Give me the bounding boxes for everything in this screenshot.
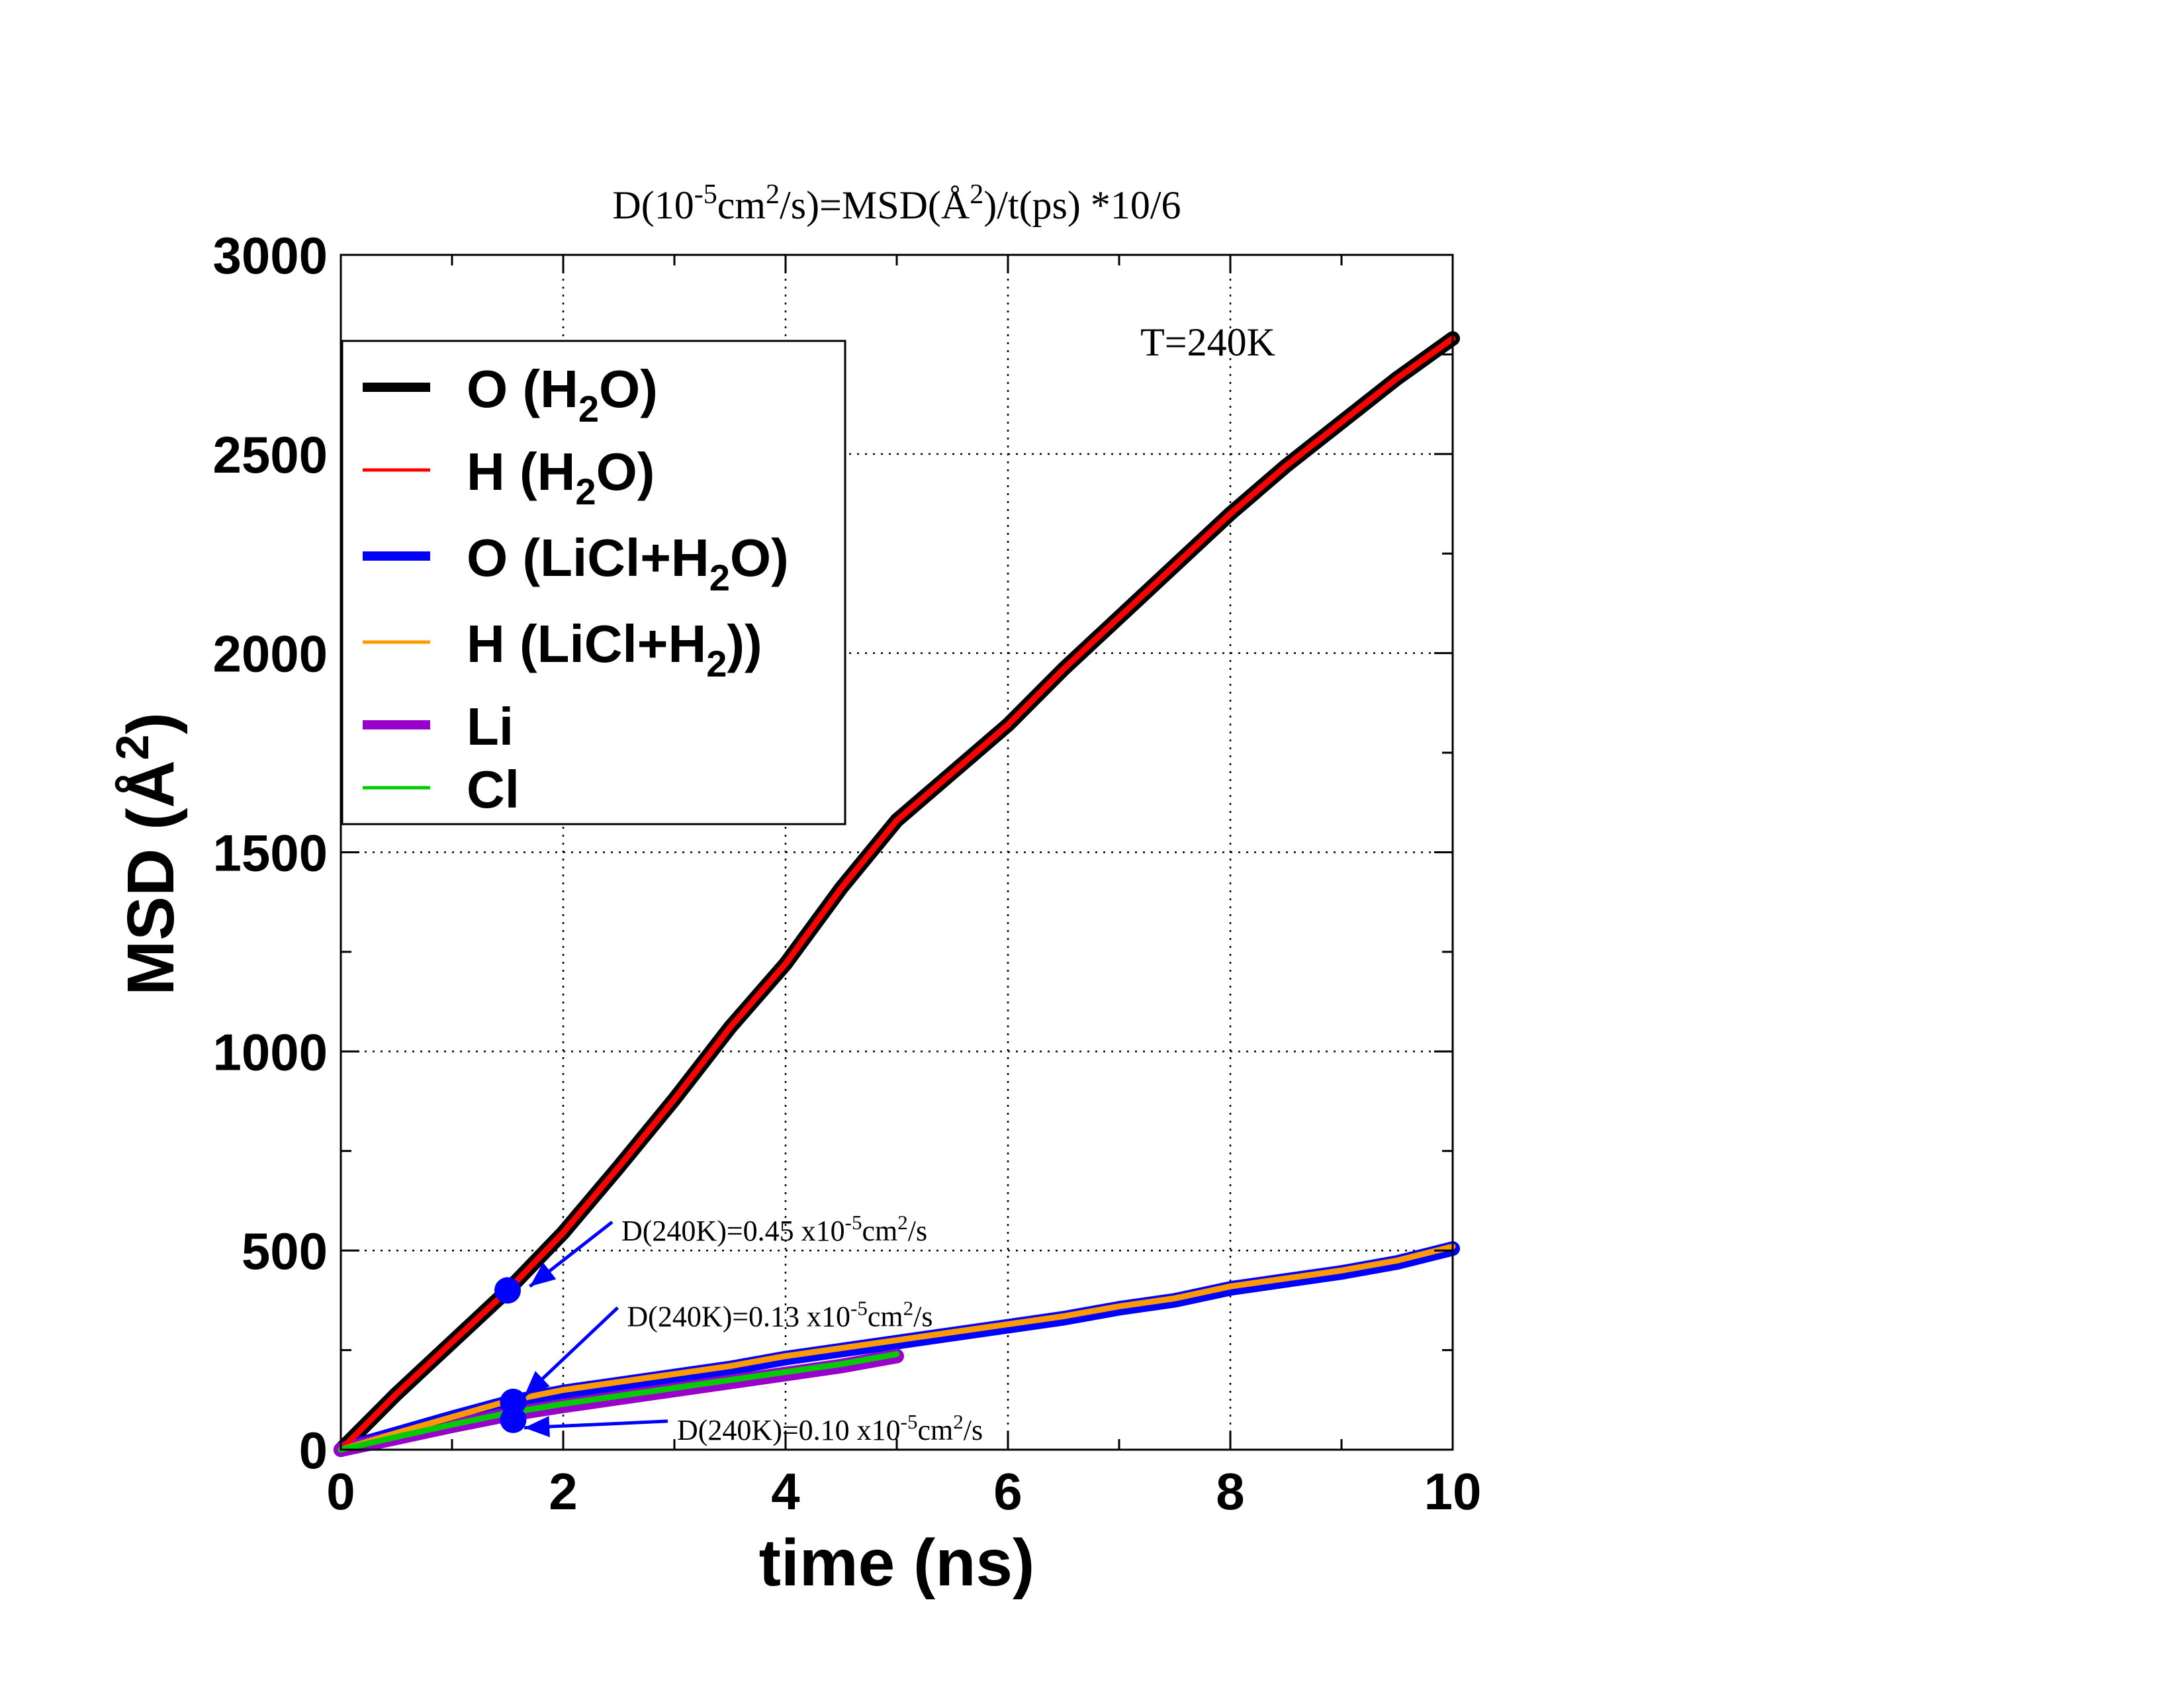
text-part: 2 — [107, 734, 158, 760]
annotation-arrowhead — [529, 1262, 557, 1287]
text-part: /s — [913, 1300, 933, 1333]
x-tick-label: 4 — [771, 1462, 799, 1521]
text-part: 2 — [706, 643, 727, 684]
series-line — [338, 335, 1456, 1453]
series-line — [338, 1243, 1456, 1453]
legend-label: H (LiCl+H2​)) — [467, 614, 762, 684]
y-tick-label: 0 — [299, 1421, 328, 1479]
text-part: Li — [467, 697, 514, 756]
x-axis-label: time (ns) — [759, 1526, 1035, 1600]
text-part: cm — [717, 183, 766, 227]
text-part: /s — [908, 1215, 927, 1247]
annotation-text: D(240K)=0.10 x10-5​cm2​/s — [677, 1410, 983, 1446]
text-part: -5 — [694, 179, 717, 210]
text-part: /s — [964, 1414, 983, 1446]
legend-label: O (LiCl+H2​O) — [467, 528, 789, 598]
y-tick-label: 1500 — [212, 824, 328, 882]
axis-ticks — [340, 254, 1454, 1451]
text-part: cm — [918, 1414, 954, 1446]
chart-title: D(10-5​cm2​/s)=MSD(Å2​)/t(ps) *10/6 — [612, 179, 1181, 227]
y-tick-label: 2000 — [212, 625, 328, 683]
text-part: -5 — [850, 1296, 868, 1319]
text-part: cm — [862, 1215, 898, 1247]
text-part: -5 — [845, 1211, 862, 1234]
legend-label: Cl — [467, 760, 520, 819]
x-tick-label: 6 — [993, 1462, 1022, 1521]
text-part: O) — [599, 359, 658, 418]
x-tick-label: 8 — [1216, 1462, 1244, 1521]
series-group — [334, 331, 1460, 1457]
y-tick-label: 2500 — [212, 426, 328, 484]
text-part: D(240K)=0.45 x10 — [621, 1215, 845, 1247]
text-part: 2 — [709, 557, 730, 598]
text-part: ) — [114, 712, 188, 734]
legend-label: O (H2​O) — [467, 359, 658, 430]
text-part: D(240K)=0.13 x10 — [627, 1300, 850, 1333]
text-part: D(10 — [612, 183, 694, 227]
y-tick-label: 1000 — [212, 1023, 328, 1081]
y-axis-label: MSD (Å2​) — [107, 712, 188, 996]
annotation-point — [494, 1277, 521, 1304]
text-part: 2 — [575, 471, 596, 512]
temperature-label: T=240K — [1140, 320, 1275, 364]
x-tick-label: 0 — [326, 1462, 355, 1521]
text-part: 2 — [903, 1296, 914, 1319]
text-part: D(240K)=0.10 x10 — [677, 1414, 901, 1446]
annotation-text: D(240K)=0.13 x10-5​cm2​/s — [627, 1296, 933, 1333]
text-part: Cl — [467, 760, 520, 819]
annotation-text: D(240K)=0.45 x10-5​cm2​/s — [621, 1211, 927, 1247]
x-tick-label: 10 — [1424, 1462, 1482, 1521]
text-part: 2 — [970, 179, 983, 210]
text-part: )/t(ps) *10/6 — [983, 183, 1181, 227]
text-part: O) — [596, 442, 655, 501]
text-part: -5 — [901, 1410, 918, 1433]
y-tick-label: 3000 — [212, 226, 328, 285]
legend-label: H (H2​O) — [467, 442, 655, 512]
x-tick-label: 2 — [549, 1462, 577, 1521]
text-part: 2 — [953, 1410, 964, 1433]
text-part: 2 — [897, 1211, 908, 1234]
text-part: O (H — [467, 359, 578, 418]
annotation-arrowhead — [524, 1371, 550, 1396]
legend-box — [341, 340, 846, 825]
text-part: /s)=MSD(Å — [780, 183, 970, 227]
annotation-point — [500, 1406, 527, 1433]
text-part: 2 — [578, 388, 599, 430]
text-part: )) — [727, 614, 762, 673]
text-part: H (LiCl+H — [467, 614, 706, 673]
y-tick-label: 500 — [242, 1222, 328, 1280]
text-part: 2 — [766, 179, 780, 210]
text-part: O (LiCl+H — [467, 528, 709, 587]
text-part: H (H — [467, 442, 575, 501]
text-part: MSD (Å — [114, 760, 188, 996]
legend: O (H2​O) H (H2​O) O (LiCl+H2​O) H (LiCl+H2​… — [341, 340, 846, 825]
annotations-group: D(240K)=0.45 x10-5​cm2​/s D(240K)=0.13 x1… — [494, 1211, 983, 1446]
legend-label: Li — [467, 697, 514, 756]
series-line — [338, 1351, 900, 1453]
text-part: cm — [868, 1300, 903, 1333]
axis-labels: 0 2 4 6 8 10 0 500 1000 1500 2000 2500 3000 time (ns)… — [107, 179, 1481, 1600]
annotation-arrowhead — [524, 1416, 550, 1438]
text-part: O) — [730, 528, 789, 587]
